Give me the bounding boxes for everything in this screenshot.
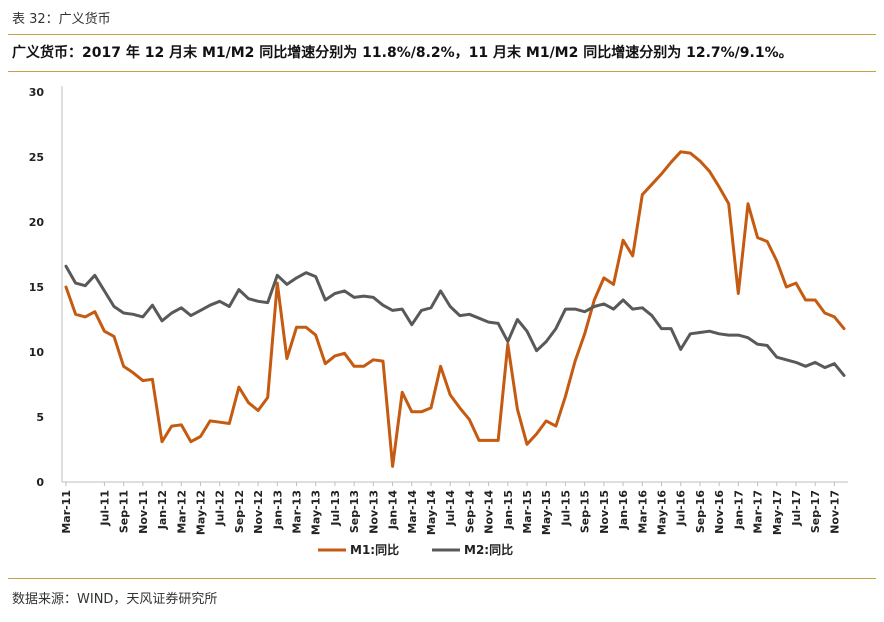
x-tick-label: Jan-13: [271, 490, 284, 530]
x-tick-label: Mar-15: [521, 490, 534, 534]
x-tick-label: Jul-15: [559, 490, 572, 527]
x-tick-label: Jul-12: [214, 490, 227, 527]
series-line-m2: [64, 264, 846, 377]
x-tick-label: Jan-15: [502, 490, 515, 530]
x-tick-label: Jan-17: [732, 490, 745, 530]
legend-item-m2: M2:同比: [432, 542, 513, 557]
x-tick-label: Sep-13: [348, 490, 361, 533]
series-line-m1: [64, 150, 846, 468]
x-tick-label: Mar-14: [406, 490, 419, 534]
x-tick-label: Nov-12: [252, 490, 265, 534]
x-tick-label: Sep-12: [233, 490, 246, 533]
chart-axes: [61, 86, 848, 483]
y-tick-label: 25: [29, 151, 44, 164]
x-tick-label: Sep-16: [694, 490, 707, 533]
x-tick-label: Jan-12: [156, 490, 169, 530]
x-tick-label: Nov-17: [828, 490, 841, 534]
x-axis-ticks: Mar-11 Jul-11 Sep-11 Nov-11 Jan-12 Mar-12 May-…: [60, 482, 841, 535]
x-tick-label: Mar-16: [636, 490, 649, 534]
y-tick-label: 10: [29, 346, 45, 359]
chart-legend: M1:同比 M2:同比: [318, 542, 513, 557]
x-tick-label: May-12: [194, 490, 207, 535]
source-divider: [8, 578, 876, 579]
x-tick-label: Jul-17: [790, 490, 803, 527]
legend-label: M2:同比: [464, 542, 513, 557]
x-tick-label: Jul-16: [675, 490, 688, 527]
subtitle-divider: [8, 71, 876, 72]
y-tick-label: 20: [29, 216, 45, 229]
chart-subtitle: 广义货币：2017 年 12 月末 M1/M2 同比增速分别为 11.8%/8.…: [12, 45, 793, 61]
x-tick-label: May-17: [771, 490, 784, 535]
x-tick-label: Nov-16: [713, 490, 726, 534]
x-tick-label: Sep-14: [463, 490, 476, 533]
y-axis-ticks: 0 5 10 15 20 25 30: [29, 86, 45, 489]
x-tick-label: Mar-17: [752, 490, 765, 534]
x-tick-label: Jul-11: [98, 490, 111, 527]
y-tick-label: 5: [36, 411, 44, 424]
x-tick-label: Jan-16: [617, 490, 630, 531]
x-tick-label: Sep-17: [809, 490, 822, 533]
x-tick-label: Jul-13: [329, 490, 342, 527]
x-tick-label: Nov-13: [367, 490, 380, 534]
x-tick-label: Sep-11: [118, 490, 131, 533]
x-tick-label: Nov-11: [137, 490, 150, 534]
data-source-note: 数据来源：WIND，天风证券研究所: [12, 592, 218, 607]
chart-series: [64, 150, 846, 468]
x-tick-label: May-13: [310, 490, 323, 535]
x-tick-label: Jan-14: [387, 490, 400, 531]
legend-label: M1:同比: [350, 542, 399, 557]
x-tick-label: Mar-12: [175, 490, 188, 534]
x-tick-label: Mar-11: [60, 490, 73, 534]
y-tick-label: 30: [29, 86, 45, 99]
x-tick-label: Jul-14: [444, 490, 457, 527]
x-tick-label: May-15: [540, 490, 553, 535]
x-tick-label: Sep-15: [579, 490, 592, 533]
x-tick-label: Nov-14: [483, 490, 496, 534]
table-caption: 表 32：广义货币: [12, 12, 111, 27]
x-tick-label: Nov-15: [598, 490, 611, 534]
y-tick-label: 0: [36, 476, 44, 489]
x-tick-label: Mar-13: [291, 490, 304, 534]
legend-item-m1: M1:同比: [318, 542, 399, 557]
y-tick-label: 15: [29, 281, 44, 294]
x-tick-label: May-14: [425, 490, 438, 535]
x-tick-label: May-16: [656, 490, 669, 535]
top-divider: [8, 34, 876, 35]
